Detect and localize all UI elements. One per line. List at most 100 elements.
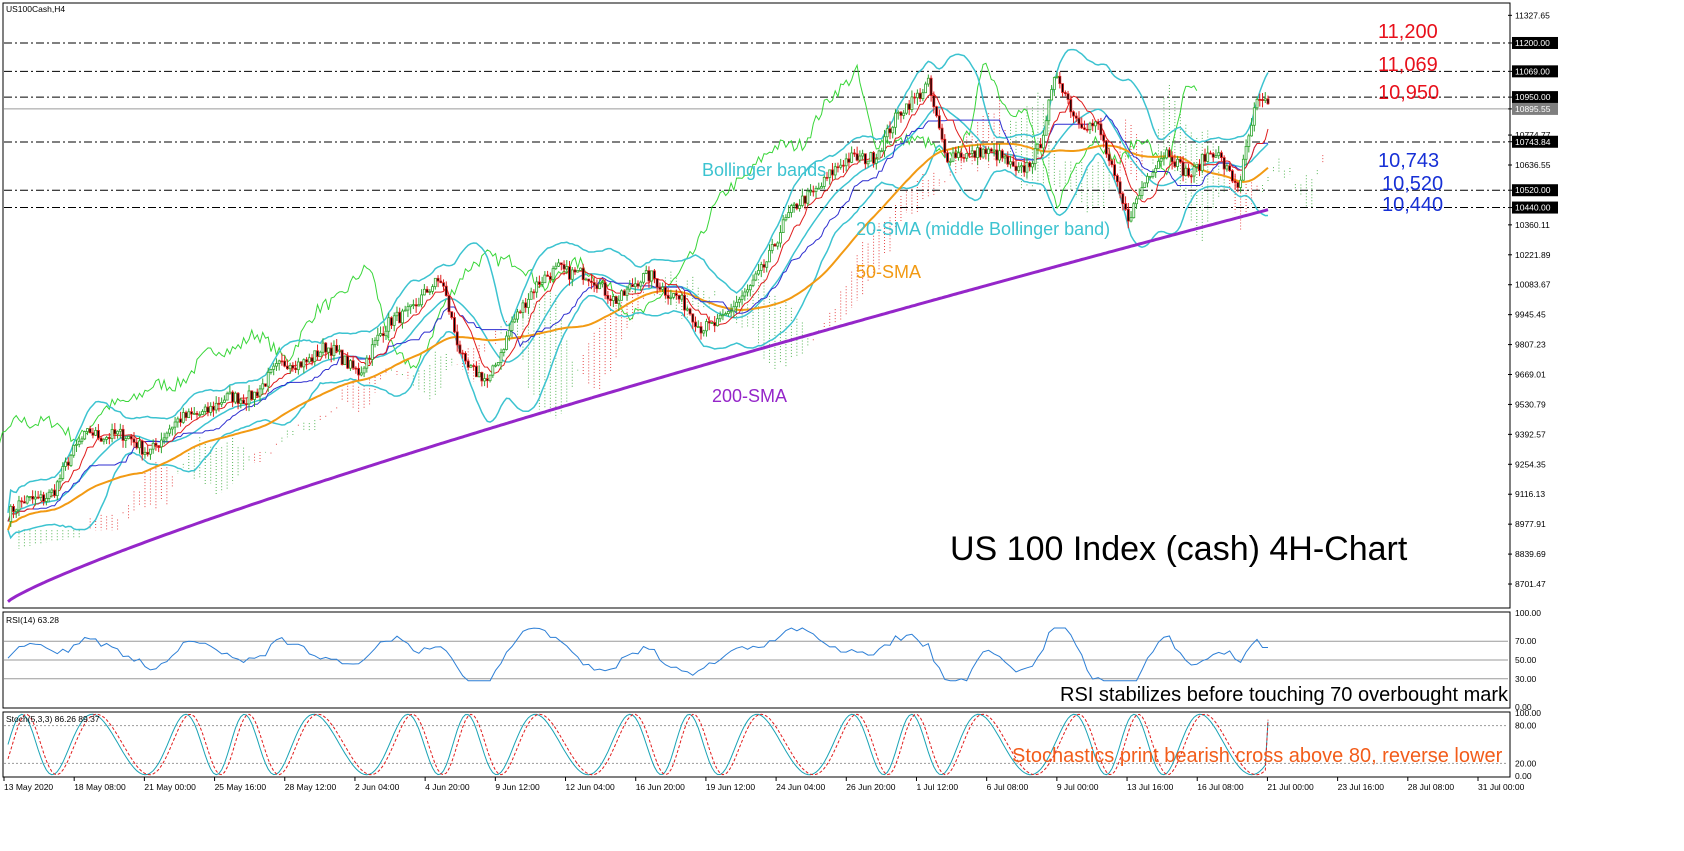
candle-body [814,187,818,192]
candle-body [362,367,366,374]
candle-body [116,430,119,435]
candle-body [855,153,859,161]
price-tick-label: 9807.23 [1515,340,1546,350]
price-tick-label: 9945.45 [1515,310,1546,320]
candle-body [1263,98,1267,101]
candle-body [705,321,708,332]
candle-body [170,426,174,430]
candle-body [655,278,659,288]
candle-body [318,351,322,358]
candle-body [1132,203,1136,219]
candle-body [228,391,232,395]
price-tag-box [1512,135,1558,148]
candle-body [239,399,243,404]
candle-body [455,331,459,346]
candle-body [779,232,782,244]
candle-body [102,438,106,442]
candle-body [707,321,711,324]
candle-body [1159,158,1163,162]
candle-body [1214,155,1218,158]
stoch-label: Stoch(5,3,3) 86.26 89.37 [6,714,100,724]
candle-body [732,306,736,312]
candle-body [584,278,588,281]
candle-body [121,428,125,441]
candle-body [880,150,884,153]
price-tick-label: 10636.55 [1515,160,1551,170]
candle-body [1167,149,1171,158]
candle-body [792,203,796,206]
candle-body [217,402,221,405]
candle-body [99,437,103,442]
candle-body [907,103,911,110]
price-tag-label: 11069.00 [1515,66,1550,76]
candle-body [850,152,854,163]
candle-body [518,311,522,314]
candle-body [973,150,977,158]
candle-body [825,176,829,179]
candle-body [989,148,993,152]
candle-body [606,294,610,300]
candle-body [496,362,500,366]
candle-body [264,383,267,387]
candle-body [1099,123,1103,136]
candle-body [905,103,908,114]
candle-body [924,83,928,94]
candle-body [1176,158,1180,167]
candle-body [346,355,350,369]
candle-body [491,365,495,376]
level-label-11069: 11,069 [1378,54,1438,76]
candle-body [1011,161,1015,167]
candle-body [332,344,336,356]
candle-body [896,111,900,114]
candle-body [946,152,949,163]
candle-body [351,360,355,369]
chart-title: US 100 Index (cash) 4H-Chart [950,530,1408,568]
candle-body [863,153,867,165]
candle-body [277,360,281,364]
candle-body [1137,195,1141,200]
candle-body [546,274,550,277]
candle-body [80,438,84,442]
price-tick-label: 9530.79 [1515,399,1546,409]
candle-body [28,496,32,498]
candle-body [565,266,569,270]
candle-body [603,282,607,296]
price-tag-box [1512,184,1558,197]
candle-body [502,349,506,353]
candle-body [820,186,823,189]
time-tick-label: 28 Jul 08:00 [1408,782,1455,792]
candle-body [968,153,971,155]
candle-body [1107,153,1111,162]
candle-body [883,136,886,152]
candle-body [680,294,684,300]
candle-body [1096,121,1100,125]
candle-body [368,357,371,360]
candle-body [17,500,21,511]
candle-body [726,311,730,314]
tenkan-line [7,93,1269,522]
candle-body [984,148,988,155]
level-label-10950: 10,950 [1378,82,1439,104]
candle-body [1039,143,1043,149]
candle-body [557,262,560,267]
candle-body [1200,153,1204,172]
candle-body [132,438,136,443]
candle-body [872,152,875,164]
candle-body [461,352,465,355]
candle-body [157,445,161,448]
candle-body [631,284,634,288]
candle-body [737,298,741,303]
candle-body [1222,157,1226,170]
candle-body [718,314,722,320]
candle-body [877,150,881,160]
candle-body [568,266,571,280]
candle-body [499,352,503,363]
candle-body [505,335,508,350]
candle-body [874,158,878,164]
price-tick-label: 8839.69 [1515,549,1546,559]
candle-body [803,195,807,204]
bollinger-lower-line [7,144,1269,540]
candle-body [381,333,385,337]
